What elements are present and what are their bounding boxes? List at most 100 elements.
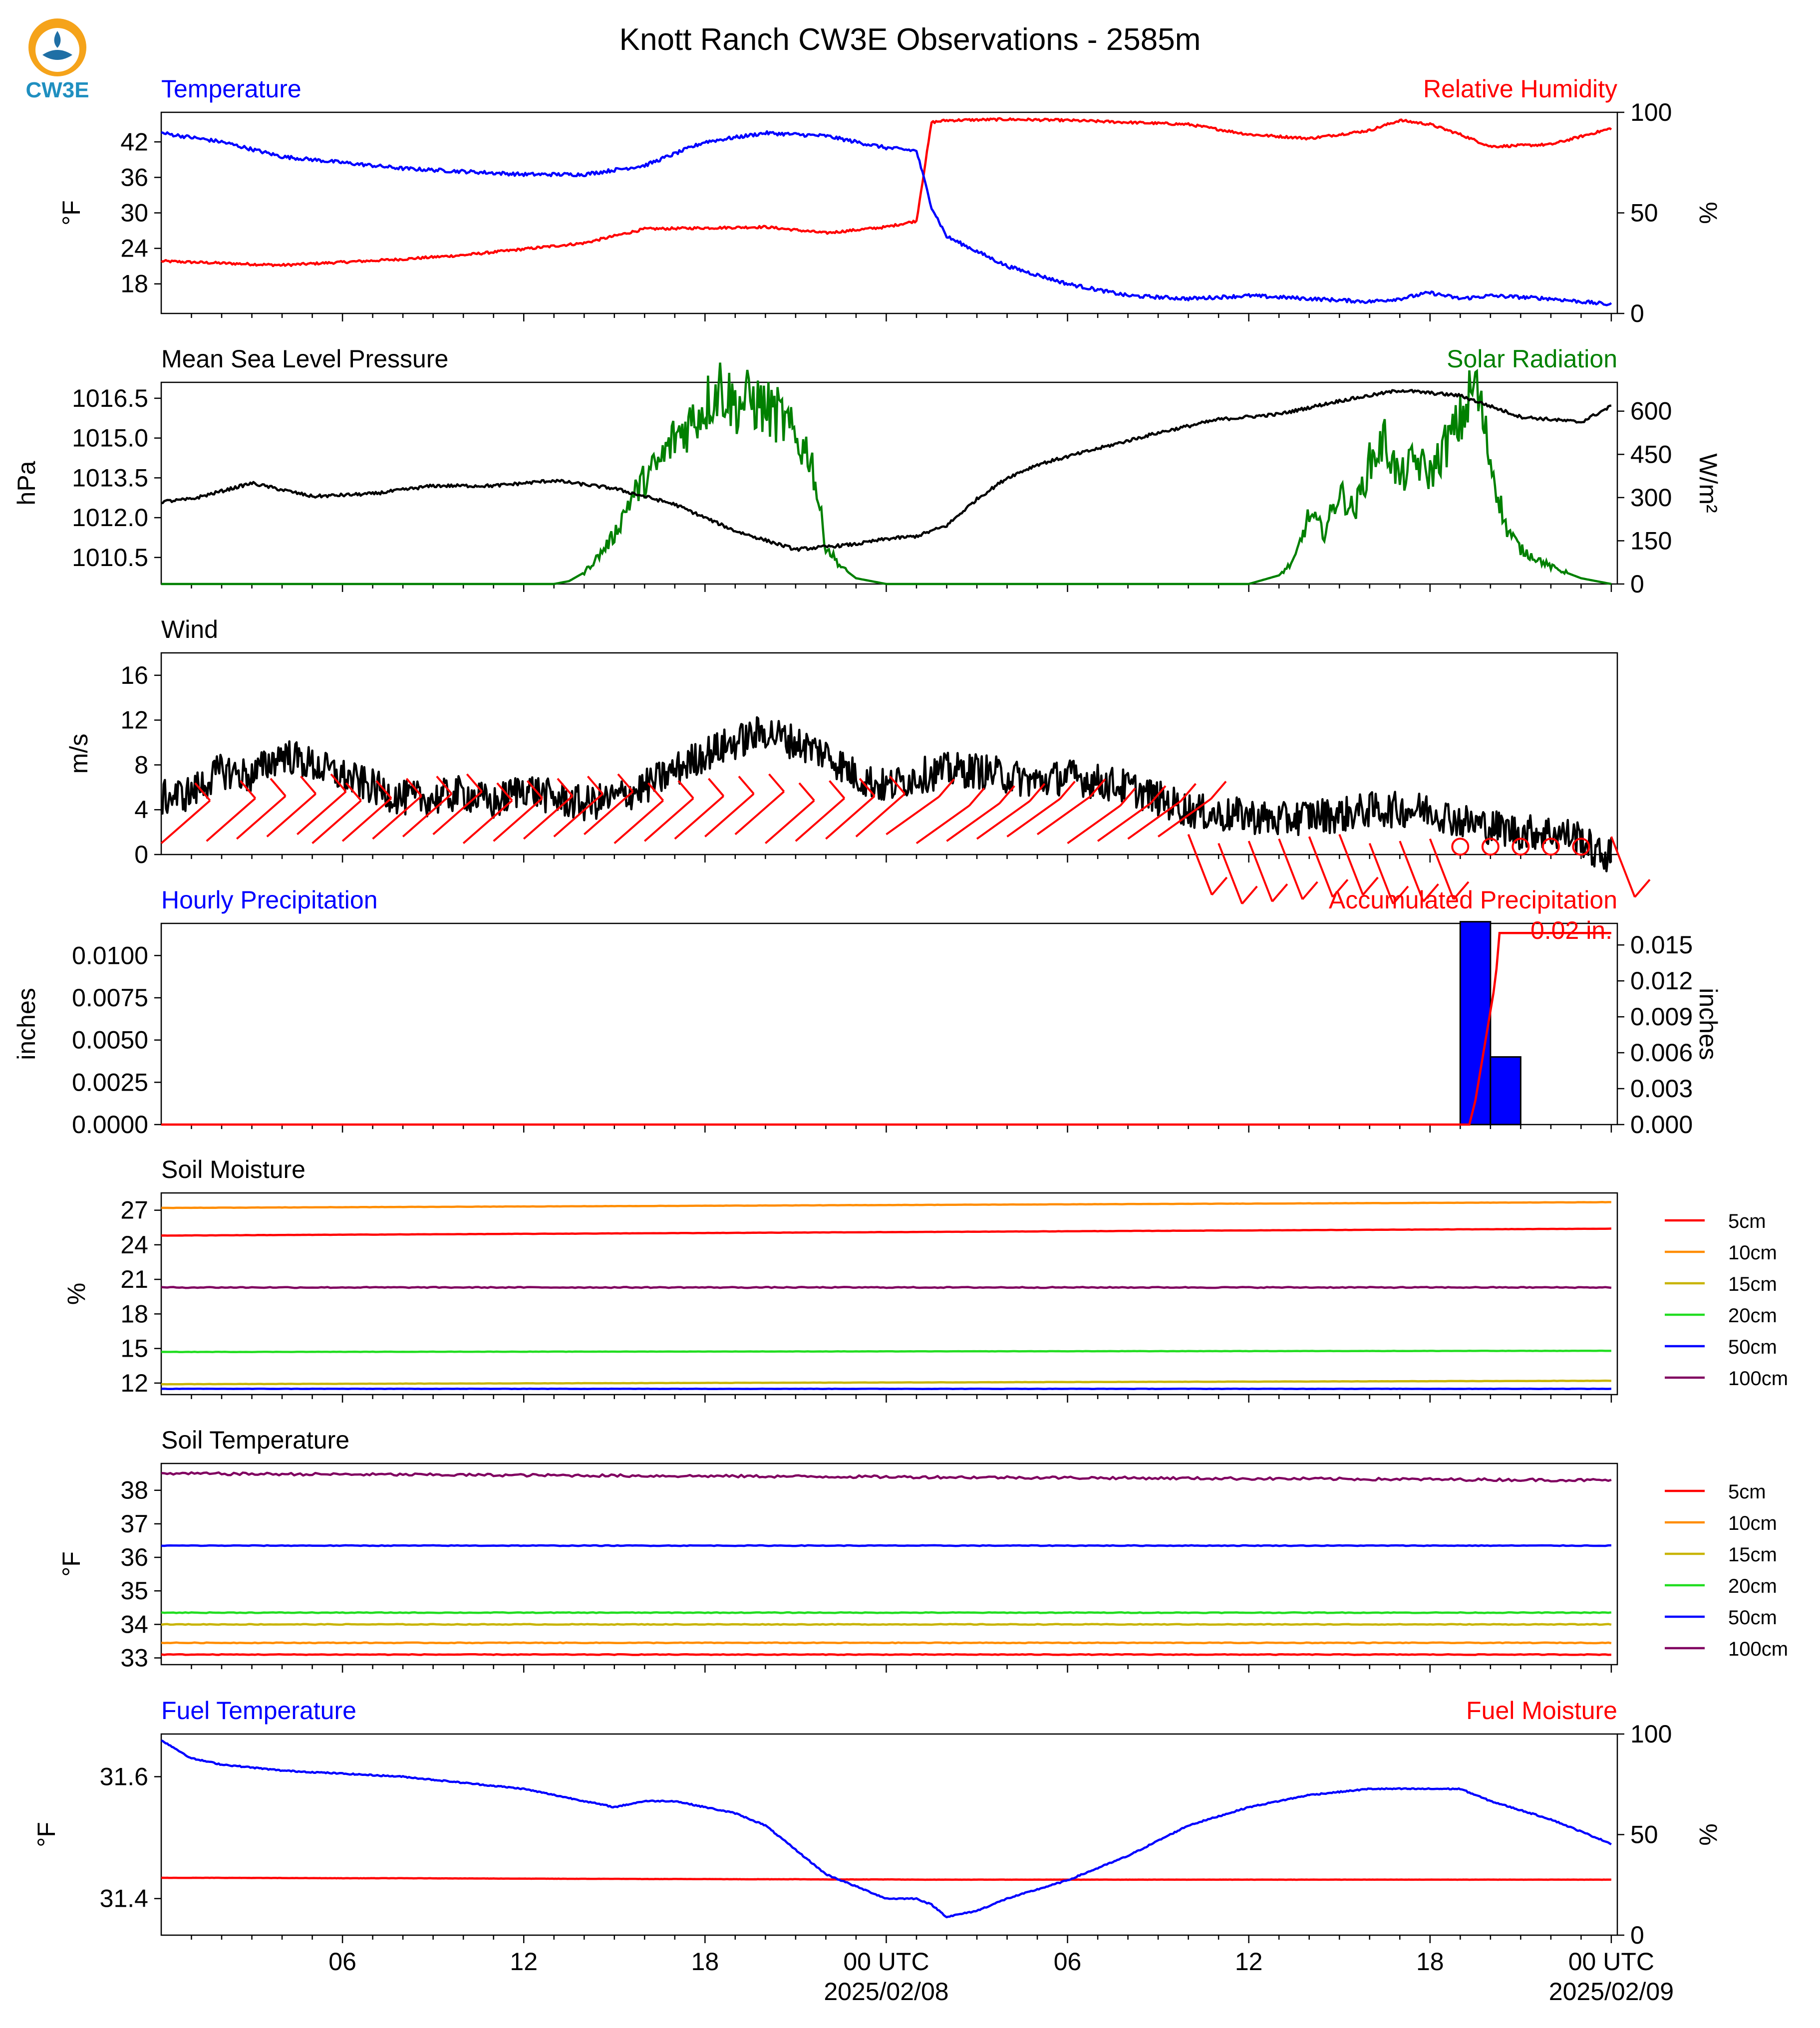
y-tick-label-right: 0 <box>1630 299 1644 327</box>
y-axis-label: °F <box>57 1551 85 1577</box>
wind-barb-flag <box>1211 876 1228 896</box>
wind-barb-flag <box>889 776 906 795</box>
panel-title-right: Accumulated Precipitation <box>1329 886 1617 914</box>
legend-label: 20cm <box>1728 1575 1777 1597</box>
y-axis-label: % <box>62 1283 90 1305</box>
wind-barb-shaft <box>946 802 1000 842</box>
y-tick-label-right: 0 <box>1630 570 1644 598</box>
wind-barb-flag <box>496 782 513 802</box>
y-tick-label: 34 <box>120 1610 148 1638</box>
y-tick-label: 24 <box>120 1231 148 1259</box>
y-tick-label: 21 <box>120 1265 148 1293</box>
series-accumulated-precip <box>161 931 1611 1126</box>
series-50cm <box>161 1544 1611 1547</box>
wind-barb-flag <box>1301 881 1318 900</box>
x-tick-label: 06 <box>328 1948 356 1976</box>
panel-frame <box>160 652 1618 856</box>
panel-frame <box>160 1192 1618 1396</box>
wind-barb-shaft <box>1338 834 1364 895</box>
y-tick-label: 27 <box>120 1196 148 1224</box>
wind-barb-shaft <box>1006 798 1061 838</box>
wind-barb-flag <box>768 773 785 793</box>
wind-barb-shaft <box>1399 841 1425 902</box>
wind-barb-calm <box>1481 838 1500 856</box>
x-tick-label: 06 <box>1054 1948 1082 1976</box>
y-tick-label-right: 50 <box>1630 199 1658 227</box>
y-tick-label: 0.0050 <box>72 1026 148 1054</box>
wind-barb-shaft <box>432 791 483 836</box>
y-tick-label: 12 <box>120 706 148 734</box>
wind-barb-flag <box>1029 783 1046 802</box>
wind-barb-shaft <box>765 800 815 845</box>
legend-panel-soil-moisture: 5cm 10cm 15cm 20cm 50cm 100cm <box>1665 1210 1788 1390</box>
wind-barb-shaft <box>160 800 211 845</box>
wind-barb-flag <box>239 780 257 799</box>
wind-barb-flag <box>270 778 287 797</box>
series-15cm <box>161 1623 1612 1626</box>
y-tick-label: 37 <box>120 1510 148 1538</box>
wind-barb-shaft <box>1187 834 1213 895</box>
cw3e-logo: CW3E <box>25 18 89 102</box>
y-tick-label: 24 <box>120 235 148 263</box>
series-20cm <box>161 1349 1611 1354</box>
y-tick-label-right: 0 <box>1630 1921 1644 1949</box>
wind-barb-flag <box>345 782 362 802</box>
y-tick-label-right: 100 <box>1630 98 1672 126</box>
wind-barb-shaft <box>674 795 724 840</box>
panel-pressure-solar: Mean Sea Level Pressure Solar Radiation 10… <box>12 345 1722 598</box>
y-tick-label: 1013.5 <box>72 464 148 492</box>
legend-label: 5cm <box>1728 1210 1766 1232</box>
y-tick-label: 0 <box>134 841 148 869</box>
x-tick-label: 12 <box>1235 1948 1263 1976</box>
y-tick-label: 42 <box>120 128 148 156</box>
wind-barb-calm <box>1451 838 1470 856</box>
y-tick-label-right: 0.000 <box>1630 1111 1693 1139</box>
y-tick-label: 36 <box>120 163 148 191</box>
wind-barb-flag <box>798 782 815 802</box>
wind-barb-flag <box>708 778 725 797</box>
wind-barb-shaft <box>206 797 256 842</box>
panel-frame <box>160 1733 1618 1936</box>
wind-barb-flag <box>436 776 453 795</box>
wind-barb-shaft <box>1127 800 1182 840</box>
y-axis-label: °F <box>57 200 85 226</box>
wind-barb-shaft <box>855 793 906 838</box>
x-tick-date: 2025/02/09 <box>1549 1978 1674 2006</box>
panel-title-left: Mean Sea Level Pressure <box>161 345 448 373</box>
y-axis-label-right: % <box>1694 1823 1722 1845</box>
wind-barb-flag <box>738 776 755 795</box>
wind-barb-flag <box>557 778 574 797</box>
wind-barb-flag <box>1362 876 1379 896</box>
y-tick-label-right: 150 <box>1630 527 1672 555</box>
logo-text: CW3E <box>25 78 89 102</box>
series-15cm <box>161 1379 1611 1386</box>
wind-barb-shaft <box>795 797 845 842</box>
legend-label: 100cm <box>1728 1368 1788 1390</box>
precip-bar <box>1490 1056 1521 1126</box>
wind-barb-flag <box>1332 878 1349 898</box>
wind-barb-flag <box>330 773 347 793</box>
y-tick-label: 0.0075 <box>72 984 148 1012</box>
series-fuel-temperature <box>161 1739 1612 1919</box>
wind-barb-flag <box>1150 785 1167 804</box>
panel-title-right: Relative Humidity <box>1423 75 1617 103</box>
y-axis-label: hPa <box>12 461 40 505</box>
wind-barb-shaft <box>886 796 940 836</box>
wind-barb-shaft <box>583 791 634 836</box>
y-tick-label: 8 <box>134 751 148 779</box>
panel-precipitation: Hourly Precipitation Accumulated Precipit… <box>12 886 1722 1139</box>
legend-panel-soil-temperature: 5cm 10cm 15cm 20cm 50cm 100cm <box>1665 1481 1788 1660</box>
legend-label: 15cm <box>1728 1273 1777 1295</box>
y-tick-label-right: 0.015 <box>1630 931 1693 959</box>
wind-barb-shaft <box>613 800 664 845</box>
wind-barb-flag <box>1059 781 1076 800</box>
wind-barb-flag <box>859 778 876 797</box>
y-tick-label: 33 <box>120 1644 148 1672</box>
panel-wind: Wind 0 4 8 12 16 m/s <box>65 615 1651 905</box>
wind-barb-shaft <box>704 793 755 838</box>
wind-barb-flag <box>1392 885 1409 905</box>
panel-frame <box>160 111 1618 314</box>
wind-barb-shaft <box>493 797 543 842</box>
